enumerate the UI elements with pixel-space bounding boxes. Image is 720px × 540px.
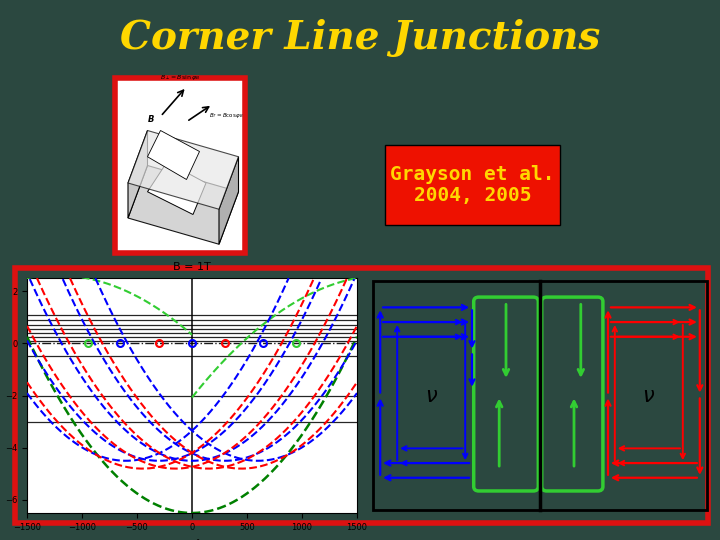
Polygon shape bbox=[148, 162, 206, 214]
Text: Grayson et al.
2004, 2005: Grayson et al. 2004, 2005 bbox=[390, 165, 554, 206]
Text: $B_T=B\cos\varphi_B$: $B_T=B\cos\varphi_B$ bbox=[209, 111, 243, 119]
Text: B: B bbox=[148, 115, 154, 124]
X-axis label: $x_C(\AA)$: $x_C(\AA)$ bbox=[179, 537, 205, 540]
Polygon shape bbox=[148, 131, 199, 179]
Bar bbox=[385, 145, 560, 225]
Text: $B_\perp=B\sin\varphi_B$: $B_\perp=B\sin\varphi_B$ bbox=[160, 72, 200, 82]
Title: B = 1T: B = 1T bbox=[173, 262, 211, 272]
Polygon shape bbox=[128, 131, 238, 209]
Text: $\nu$: $\nu$ bbox=[642, 386, 655, 406]
Polygon shape bbox=[128, 165, 238, 244]
Text: Corner Line Junctions: Corner Line Junctions bbox=[120, 19, 600, 57]
Text: $\nu$: $\nu$ bbox=[425, 386, 438, 406]
Bar bbox=[15, 268, 708, 523]
Polygon shape bbox=[128, 131, 148, 218]
Polygon shape bbox=[219, 157, 238, 244]
Bar bbox=[115, 78, 245, 253]
